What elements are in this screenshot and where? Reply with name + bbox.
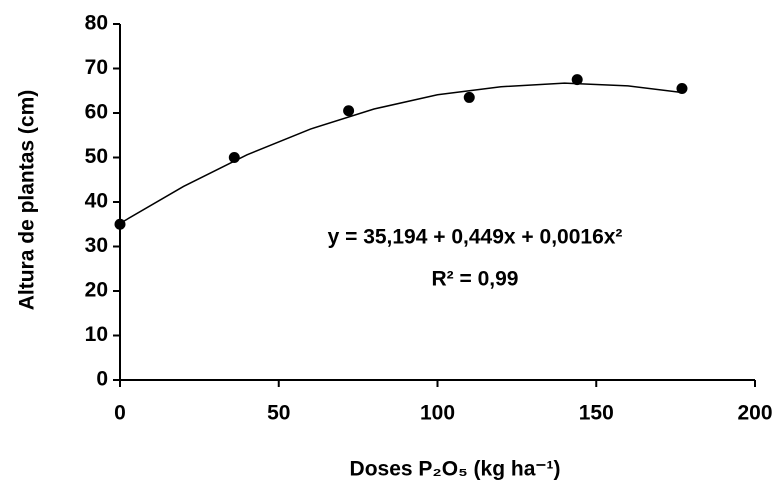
x-tick-label: 100 bbox=[420, 402, 455, 425]
data-point bbox=[463, 91, 475, 103]
data-point bbox=[676, 83, 688, 95]
y-tick-label: 0 bbox=[96, 368, 108, 391]
data-point bbox=[343, 105, 355, 117]
x-tick-label: 0 bbox=[114, 402, 126, 425]
y-tick-label: 10 bbox=[85, 323, 108, 346]
data-point bbox=[571, 74, 583, 86]
data-point bbox=[114, 218, 126, 230]
data-point bbox=[228, 152, 240, 163]
y-tick-label: 80 bbox=[85, 12, 108, 35]
y-tick-label: 40 bbox=[85, 190, 108, 213]
y-tick-label: 30 bbox=[85, 234, 108, 257]
y-axis-label: Altura de plantas (cm) bbox=[16, 90, 39, 311]
x-axis-label: Doses P₂O₅ (kg ha⁻¹) bbox=[350, 458, 561, 481]
annotation: y = 35,194 + 0,449x + 0,0016x² bbox=[328, 226, 623, 249]
x-tick-label: 150 bbox=[579, 402, 614, 425]
y-tick-label: 50 bbox=[85, 145, 108, 168]
trend-line bbox=[119, 82, 683, 225]
y-tick-label: 70 bbox=[85, 56, 108, 79]
x-tick-label: 200 bbox=[737, 402, 772, 425]
annotation: R² = 0,99 bbox=[432, 268, 519, 291]
y-tick-label: 60 bbox=[85, 101, 108, 124]
x-tick-label: 50 bbox=[267, 402, 290, 425]
y-tick-label: 20 bbox=[85, 279, 108, 302]
